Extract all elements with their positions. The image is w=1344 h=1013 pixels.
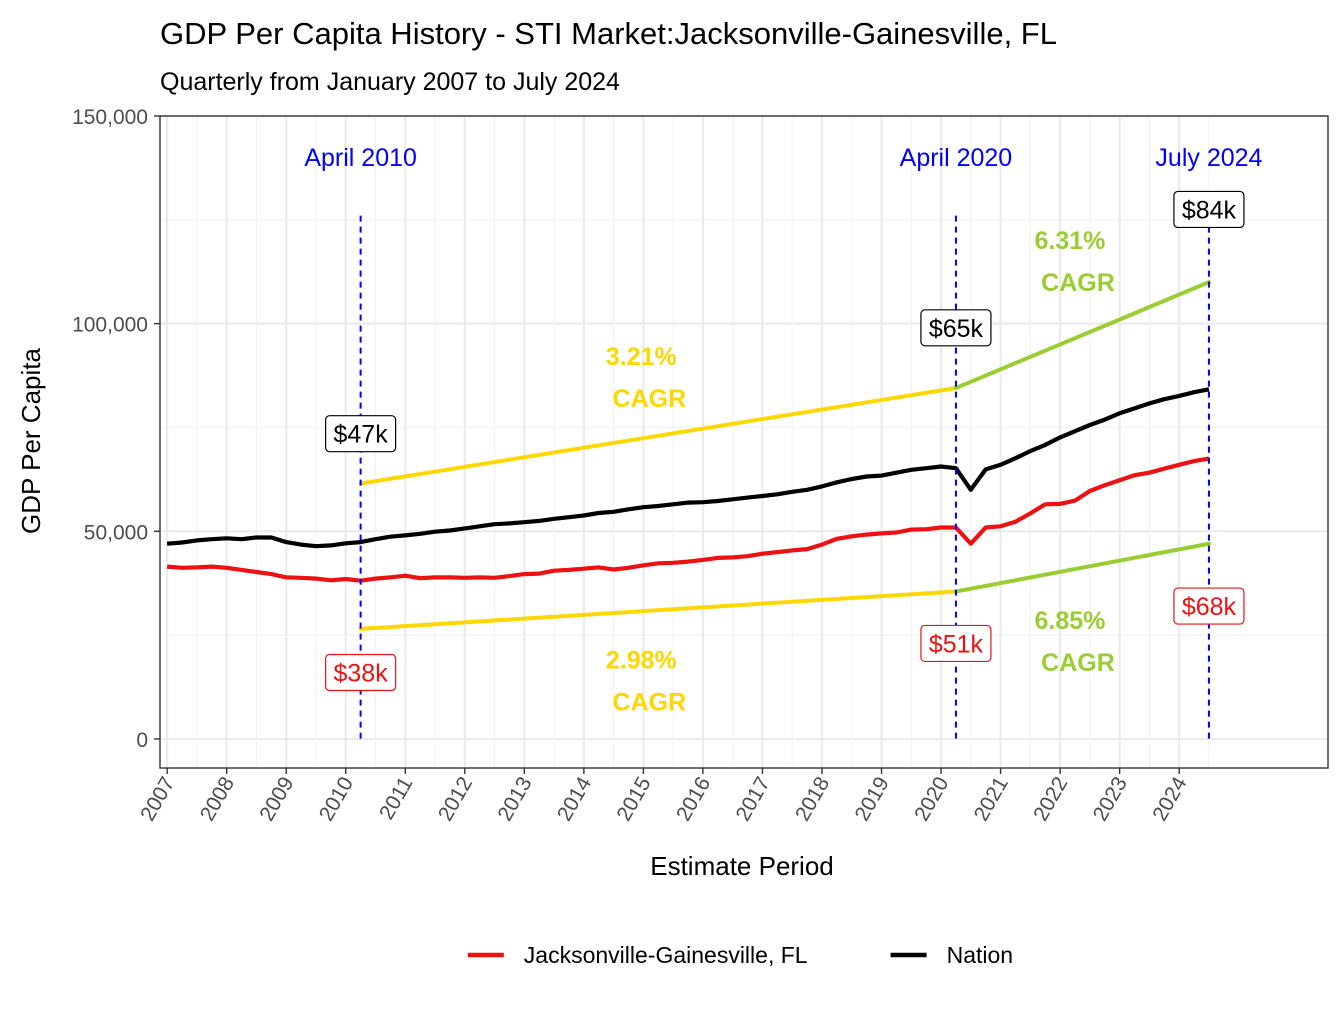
y-tick-label: 150,000 xyxy=(72,106,148,129)
x-tick-label: 2014 xyxy=(553,773,596,825)
series-line xyxy=(166,387,1210,549)
legend-label: Jacksonville-Gainesville, FL xyxy=(524,942,808,968)
cagr-trend-line xyxy=(358,589,958,631)
x-tick-label: 2023 xyxy=(1089,773,1132,825)
cagr-trend-line xyxy=(358,386,958,486)
marker-date-label: July 2024 xyxy=(1155,144,1262,172)
local-value-label-text: $51k xyxy=(929,630,984,658)
cagr-label: CAGR xyxy=(1041,269,1115,297)
x-tick-label: 2018 xyxy=(791,773,834,825)
cagr-label: CAGR xyxy=(1041,649,1115,677)
local-value-label-box xyxy=(1173,587,1245,625)
cagr-trend-lines: 3.21% CAGR 6.31% CAGR 2.98% CAGR 6.85% CAGR xyxy=(358,227,1211,716)
x-tick-label: 2013 xyxy=(493,773,536,825)
y-tick-label: 50,000 xyxy=(84,521,148,544)
x-tick-label: 2019 xyxy=(851,773,894,825)
nation-value-label-text: $84k xyxy=(1182,196,1237,224)
chart-title: GDP Per Capita History - STI Market:Jack… xyxy=(160,16,1057,51)
nation-value-label-text: $65k xyxy=(929,315,984,343)
x-tick-label: 2020 xyxy=(910,773,953,825)
chart-subtitle: Quarterly from January 2007 to July 2024 xyxy=(160,68,620,96)
cagr-value: 6.85% xyxy=(1035,607,1106,635)
local-value-label: $68k xyxy=(1173,587,1245,625)
series-lines xyxy=(166,387,1210,583)
local-value-label-text: $68k xyxy=(1182,593,1237,621)
nation-value-label: $65k xyxy=(920,309,992,347)
x-tick-label: 2012 xyxy=(434,773,477,825)
local-value-label-box xyxy=(325,653,397,692)
plot-border xyxy=(159,115,1329,769)
cagr-trend-line xyxy=(953,280,1211,391)
cagr-label: CAGR xyxy=(613,688,687,716)
nation-value-label-box xyxy=(1173,190,1245,229)
x-tick-label: 2021 xyxy=(970,773,1013,825)
y-axis-label: GDP Per Capita xyxy=(16,347,46,533)
series-line xyxy=(166,456,1210,583)
marker-date-label: April 2010 xyxy=(304,144,417,172)
x-tick-label: 2015 xyxy=(612,773,655,825)
marker-date-label: April 2020 xyxy=(900,144,1013,172)
nation-value-label: $47k xyxy=(325,415,397,453)
cagr-trend-line xyxy=(953,541,1211,594)
y-tick-label: 0 xyxy=(136,729,148,752)
x-tick-label: 2008 xyxy=(196,773,239,825)
legend-label: Nation xyxy=(947,942,1013,968)
local-value-label: $51k xyxy=(920,624,992,663)
cagr-value: 3.21% xyxy=(606,343,677,371)
legend-item: Nation xyxy=(890,942,1013,968)
nation-value-label-box xyxy=(325,415,397,453)
x-tick-label: 2007 xyxy=(136,773,179,825)
x-tick-label: 2009 xyxy=(255,773,298,825)
nation-value-label-text: $47k xyxy=(334,421,389,449)
local-value-label-box xyxy=(920,624,992,663)
legend: Jacksonville-Gainesville, FL Nation xyxy=(467,942,1013,968)
local-value-label: $38k xyxy=(325,653,397,692)
x-tick-label: 2016 xyxy=(672,773,715,825)
cagr-value: 2.98% xyxy=(606,646,677,674)
period-markers: April 2010 $47k $38k April 2020 $65k $51k July… xyxy=(304,144,1263,739)
cagr-value: 6.31% xyxy=(1035,227,1106,255)
y-axis: 0 50,000 100,000 150,000 xyxy=(72,106,160,752)
x-axis-label: Estimate Period xyxy=(650,851,834,881)
x-tick-label: 2011 xyxy=(375,773,418,824)
x-tick-label: 2010 xyxy=(315,773,358,825)
x-tick-label: 2022 xyxy=(1029,773,1072,825)
nation-value-label-box xyxy=(920,309,992,347)
legend-item: Jacksonville-Gainesville, FL xyxy=(467,942,808,968)
cagr-label: CAGR xyxy=(613,385,687,413)
x-tick-label: 2024 xyxy=(1148,773,1191,825)
y-tick-label: 100,000 xyxy=(72,314,148,337)
nation-value-label: $84k xyxy=(1173,190,1245,229)
x-tick-label: 2017 xyxy=(732,773,775,825)
local-value-label-text: $38k xyxy=(334,659,389,687)
x-axis: 2007 2008 2009 2010 2011 2012 2013 2014 2015 2016… xyxy=(136,768,1192,825)
